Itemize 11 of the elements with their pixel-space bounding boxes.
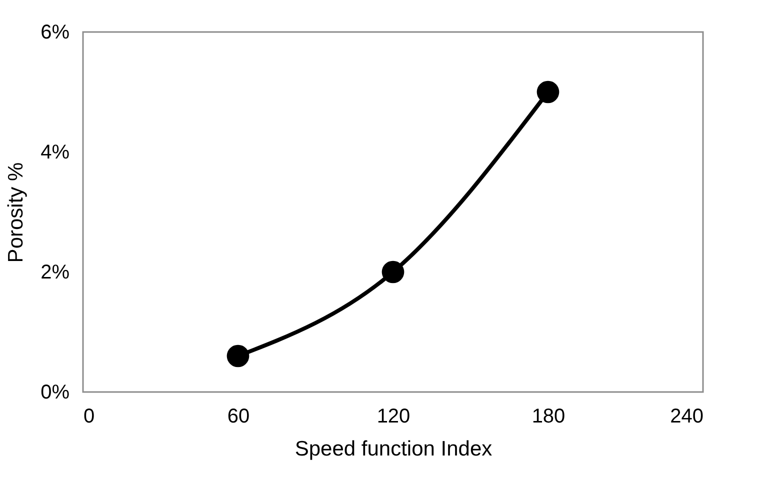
y-tick-label: 6%: [40, 22, 70, 44]
x-tick-label: 0: [84, 406, 95, 428]
y-tick-label: 4%: [40, 142, 70, 164]
x-tick-label: 120: [376, 406, 410, 428]
y-tick-label: 0%: [40, 382, 70, 404]
y-tick-label: 2%: [40, 262, 70, 284]
y-axis-title: Porosity %: [4, 162, 28, 263]
x-tick-label: 240: [670, 406, 704, 428]
x-tick-label: 60: [227, 406, 250, 428]
x-axis-title: Speed function Index: [294, 438, 493, 460]
x-tick-label: 180: [532, 406, 566, 428]
